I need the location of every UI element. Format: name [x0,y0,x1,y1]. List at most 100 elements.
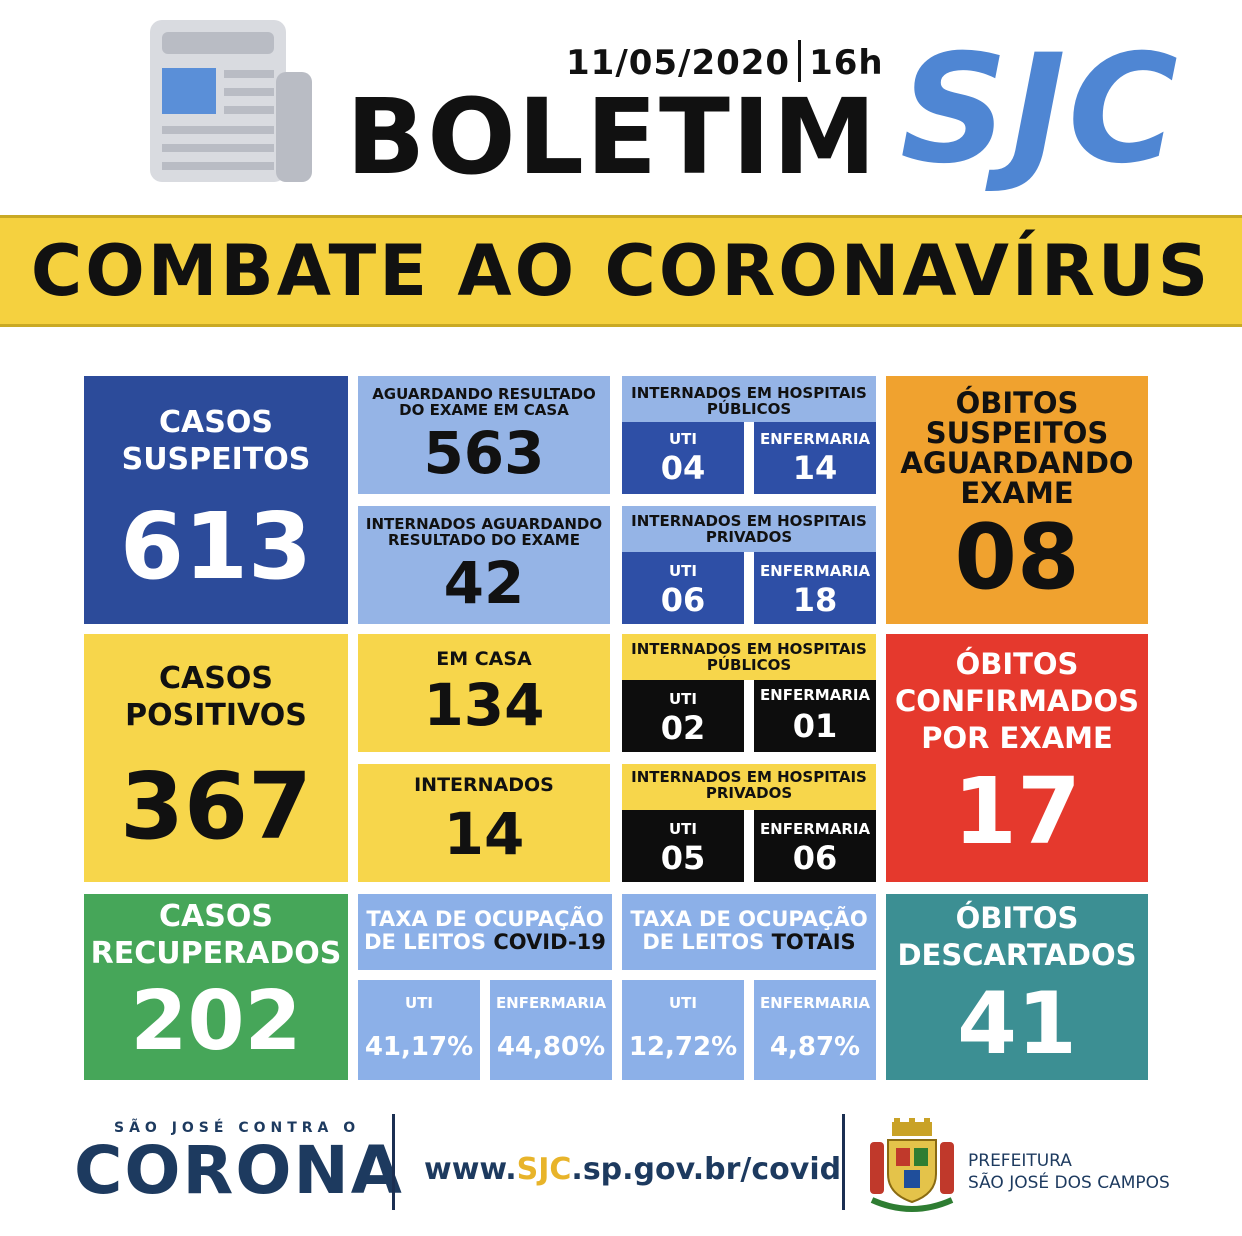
footer-divider [392,1114,395,1210]
susp-publicos-header: INTERNADOS EM HOSPITAIS PÚBLICOS [622,376,876,422]
ocupacao-covid-enfermaria: ENFERMARIA 44,80% [490,980,612,1080]
ocupacao-covid-enf-value: 44,80% [496,1032,606,1062]
pos-publicos-label-2: PÚBLICOS [706,656,792,674]
casos-recuperados-label-1: CASOS [159,899,273,934]
obitos-confirmados-card: ÓBITOS CONFIRMADOS POR EXAME 17 [886,634,1148,882]
footer-divider [842,1114,845,1210]
ocupacao-totais-uti-value: 12,72% [628,1032,738,1062]
obitos-descartados-value: 41 [957,974,1077,1074]
pos-publicos-enf-label: ENFERMARIA [759,686,871,704]
em-casa-value: 134 [423,671,545,739]
url-prefix: www. [424,1152,517,1187]
casos-suspeitos-card: CASOS SUSPEITOS 613 [84,376,348,624]
campaign-tagline: SÃO JOSÉ CONTRA O [114,1120,361,1136]
pos-privados-label-2: PRIVADOS [705,784,793,802]
pos-publicos-uti-value: 02 [660,709,706,747]
pos-privados-label-1: INTERNADOS EM HOSPITAIS [631,768,867,786]
pos-publicos-enfermaria: ENFERMARIA 01 [754,680,876,752]
pos-publicos-uti-label: UTI [669,690,697,708]
casos-recuperados-value: 202 [130,974,302,1069]
time-text: 16h [809,43,884,83]
ocupacao-totais-enf-value: 4,87% [769,1032,861,1062]
ocupacao-covid-header: TAXA DE OCUPAÇÃO DE LEITOS COVID-19 [358,894,612,970]
website-link[interactable]: www.SJC.sp.gov.br/covid [424,1152,841,1187]
obitos-confirmados-label-1: ÓBITOS [955,647,1079,681]
pos-privados-uti-label: UTI [669,820,697,838]
obitos-suspeitos-card: ÓBITOS SUSPEITOS AGUARDANDO EXAME 08 [886,376,1148,624]
newspaper-icon [150,20,312,182]
casos-recuperados-card: CASOS RECUPERADOS 202 [84,894,348,1080]
url-highlight: SJC [516,1152,572,1187]
pos-publicos-label-1: INTERNADOS EM HOSPITAIS [631,640,867,658]
ocupacao-totais-header: TAXA DE OCUPAÇÃO DE LEITOS TOTAIS [622,894,876,970]
ocupacao-totais-uti-label: UTI [669,994,697,1012]
banner-text: COMBATE AO CORONAVÍRUS [30,230,1212,312]
casos-suspeitos-label-1: CASOS [159,405,273,440]
city-hall-line-2: SÃO JOSÉ DOS CAMPOS [968,1173,1170,1193]
internados-aguardando-value: 42 [443,549,525,617]
obitos-descartados-label-1: ÓBITOS [955,901,1079,935]
ocupacao-covid-enf-label: ENFERMARIA [495,994,607,1012]
pos-privados-header: INTERNADOS EM HOSPITAIS PRIVADOS [622,764,876,810]
susp-privados-label-2: PRIVADOS [705,528,793,546]
susp-privados-enf-label: ENFERMARIA [759,562,871,580]
ocupacao-covid-uti-label: UTI [405,994,433,1012]
pos-publicos-header: INTERNADOS EM HOSPITAIS PÚBLICOS [622,634,876,680]
susp-publicos-label-2: PÚBLICOS [706,400,792,418]
ocupacao-totais-label-2b: TOTAIS [771,930,856,954]
campaign-logo: CORONA [74,1132,404,1209]
casos-positivos-value: 367 [119,753,313,860]
susp-publicos-enf-value: 14 [792,449,838,487]
internados-aguardando-label-2: RESULTADO DO EXAME [388,531,580,549]
casos-recuperados-label-2: RECUPERADOS [90,936,342,971]
aguardando-casa-value: 563 [423,419,545,487]
ocupacao-totais-enf-label: ENFERMARIA [759,994,871,1012]
susp-publicos-enf-label: ENFERMARIA [759,430,871,448]
susp-publicos-enfermaria: ENFERMARIA 14 [754,422,876,494]
pos-privados-uti: UTI 05 [622,810,744,882]
susp-publicos-label-1: INTERNADOS EM HOSPITAIS [631,384,867,402]
internados-label: INTERNADOS [414,774,554,796]
internados-value: 14 [443,800,525,868]
obitos-confirmados-label-2: CONFIRMADOS [894,684,1140,718]
susp-publicos-uti-label: UTI [669,430,697,448]
ocupacao-totais-label-2a: DE LEITOS [642,930,772,954]
city-hall-name: PREFEITURA SÃO JOSÉ DOS CAMPOS [968,1150,1170,1194]
casos-suspeitos-value: 613 [119,493,313,600]
casos-suspeitos-label-2: SUSPEITOS [121,442,311,477]
ocupacao-totais-label-2: DE LEITOS TOTAIS [622,931,876,954]
date-text: 11/05/2020 [566,43,791,83]
ocupacao-covid-label-1: TAXA DE OCUPAÇÃO [366,907,604,931]
em-casa-label: EM CASA [436,648,532,670]
internados-card: INTERNADOS 14 [358,764,610,882]
ocupacao-totais-enfermaria: ENFERMARIA 4,87% [754,980,876,1080]
obitos-suspeitos-label-3: AGUARDANDO [900,446,1134,480]
casos-positivos-label-2: POSITIVOS [125,698,307,733]
obitos-suspeitos-label-4: EXAME [960,476,1074,510]
em-casa-card: EM CASA 134 [358,634,610,752]
obitos-confirmados-label-3: POR EXAME [921,721,1113,755]
ocupacao-covid-label-2: DE LEITOS COVID-19 [358,931,612,954]
aguardando-casa-label-2: DO EXAME EM CASA [399,401,569,419]
susp-privados-enfermaria: ENFERMARIA 18 [754,552,876,624]
banner: COMBATE AO CORONAVÍRUS [0,215,1242,327]
pos-privados-enf-value: 06 [792,839,838,877]
obitos-confirmados-value: 17 [952,758,1082,865]
susp-privados-header: INTERNADOS EM HOSPITAIS PRIVADOS [622,506,876,552]
ocupacao-covid-uti: UTI 41,17% [358,980,480,1080]
obitos-suspeitos-label-1: ÓBITOS [955,386,1079,420]
pos-publicos-enf-value: 01 [792,707,838,745]
obitos-suspeitos-label-2: SUSPEITOS [925,416,1109,450]
pos-publicos-uti: UTI 02 [622,680,744,752]
bulletin-date: 11/05/2020 16h [566,40,884,83]
susp-privados-uti: UTI 06 [622,552,744,624]
internados-aguardando-card: INTERNADOS AGUARDANDO RESULTADO DO EXAME… [358,506,610,624]
obitos-suspeitos-value: 08 [954,505,1080,610]
casos-positivos-label-1: CASOS [159,661,273,696]
susp-publicos-uti: UTI 04 [622,422,744,494]
casos-positivos-card: CASOS POSITIVOS 367 [84,634,348,882]
susp-publicos-uti-value: 04 [660,449,706,487]
brand-title: SJC [900,23,1180,197]
date-separator [798,40,802,82]
pos-privados-enfermaria: ENFERMARIA 06 [754,810,876,882]
